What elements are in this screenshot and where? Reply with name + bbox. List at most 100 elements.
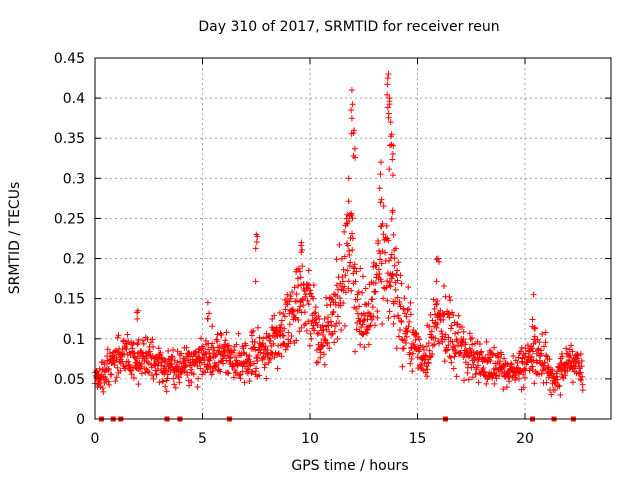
data-point [392, 286, 399, 293]
data-point [579, 373, 586, 380]
data-point [483, 338, 490, 345]
data-point [364, 326, 371, 333]
data-point [261, 361, 268, 368]
data-point [205, 346, 212, 353]
data-point [99, 385, 106, 392]
data-point [306, 342, 313, 349]
data-point [414, 354, 421, 361]
data-point [217, 368, 224, 375]
data-point [135, 381, 142, 388]
data-point [515, 354, 522, 361]
data-point [209, 323, 216, 330]
data-point [379, 321, 386, 328]
data-point [552, 387, 559, 394]
data-point [357, 318, 364, 325]
data-point [388, 131, 395, 138]
data-point [122, 365, 129, 372]
data-point [389, 151, 396, 158]
data-point [423, 352, 430, 359]
data-point [450, 343, 457, 350]
data-point [135, 339, 142, 346]
data-point [287, 338, 294, 345]
data-point [380, 203, 387, 210]
data-point [150, 343, 157, 350]
data-point [328, 296, 335, 303]
data-point [359, 321, 366, 328]
data-point [371, 322, 378, 329]
data-point [483, 380, 490, 387]
data-point [111, 361, 118, 368]
data-point [108, 371, 115, 378]
data-point [432, 335, 439, 342]
data-point [294, 275, 301, 282]
data-point [138, 363, 145, 370]
data-point [311, 310, 318, 317]
data-point [385, 237, 392, 244]
data-point [230, 374, 237, 381]
data-point [349, 215, 356, 222]
data-point [455, 329, 462, 336]
data-point [201, 354, 208, 361]
data-point [394, 267, 401, 274]
data-point [390, 231, 397, 238]
data-point [376, 256, 383, 263]
data-point [402, 339, 409, 346]
data-point [397, 303, 404, 310]
data-point [146, 369, 153, 376]
data-point [193, 358, 200, 365]
data-point [419, 343, 426, 350]
data-point [575, 352, 582, 359]
data-point [296, 268, 303, 275]
data-point [124, 331, 131, 338]
data-point [188, 379, 195, 386]
data-point [286, 310, 293, 317]
data-point [578, 363, 585, 370]
data-point [514, 359, 521, 366]
data-point [339, 274, 346, 281]
data-point [282, 306, 289, 313]
data-point [386, 279, 393, 286]
data-point [123, 346, 130, 353]
data-point [529, 323, 536, 330]
data-point [469, 341, 476, 348]
data-point [568, 342, 575, 349]
data-point [412, 336, 419, 343]
data-point [444, 311, 451, 318]
data-point [154, 365, 161, 372]
data-point [304, 297, 311, 304]
data-point [289, 288, 296, 295]
data-point [542, 329, 549, 336]
data-point [334, 335, 341, 342]
data-point [380, 295, 387, 302]
data-point [247, 361, 254, 368]
data-point [172, 384, 179, 391]
data-point [350, 264, 357, 271]
data-point [241, 379, 248, 386]
data-point [410, 350, 417, 357]
data-point [554, 376, 561, 383]
data-point [252, 245, 259, 252]
data-point [252, 346, 259, 353]
data-point [305, 267, 312, 274]
data-point [250, 327, 257, 334]
data-point [529, 366, 536, 373]
data-point [169, 353, 176, 360]
data-point [448, 309, 455, 316]
data-point [314, 322, 321, 329]
data-point [195, 346, 202, 353]
data-point [349, 247, 356, 254]
data-point [421, 346, 428, 353]
data-point [266, 356, 273, 363]
y-tick-label: 0.05 [54, 372, 85, 388]
data-point [342, 289, 349, 296]
data-point [403, 313, 410, 320]
axis-ticks: 0 0.05 0.1 0.15 0.2 0.25 0.3 0.35 0.4 0.45 0 5 10 15 2… [54, 51, 611, 447]
data-point [185, 350, 192, 357]
data-point [293, 337, 300, 344]
data-point [199, 371, 206, 378]
data-point [369, 304, 376, 311]
data-point [352, 154, 359, 161]
data-point [286, 321, 293, 328]
data-point [313, 319, 320, 326]
data-point [486, 347, 493, 354]
